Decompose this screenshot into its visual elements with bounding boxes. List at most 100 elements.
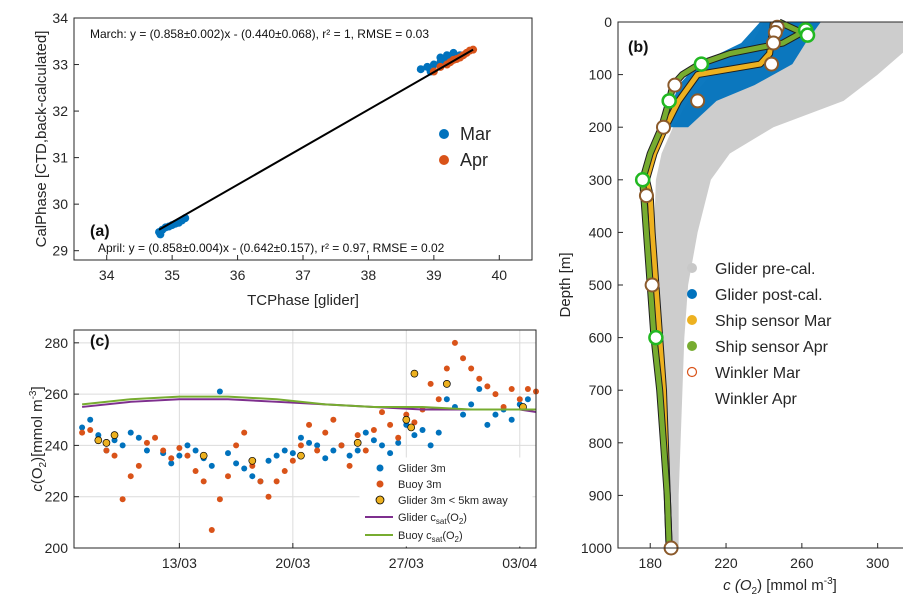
panel-c-point-series0-38: [395, 439, 402, 446]
panel-c-point-series0-11: [176, 452, 183, 459]
panel-a-xtick-label-2: 36: [230, 267, 246, 283]
legend-c-near-label: Glider 3m < 5km away: [398, 495, 508, 507]
panel-a-equation-march: March: y = (0.858±0.002)x - (0.440±0.068…: [90, 27, 429, 41]
panel-c-point-series1-38: [387, 421, 394, 428]
panel-b-winkler-apr-5: [648, 329, 664, 346]
panel-c-point-series1-9: [152, 434, 159, 441]
legend-c-glider-csat-4: 2: [459, 517, 464, 526]
panel-b: 0 100 200 300 400 500 600 700 800 900 1000 180 220 26…: [557, 14, 903, 597]
panel-c-point-series0-6: [127, 429, 134, 436]
panel-a-xtick-label-6: 40: [491, 267, 507, 283]
panel-c-point-series0-36: [379, 442, 385, 449]
panel-c-point-series1-21: [249, 462, 256, 469]
panel-c-point-series0-7: [135, 434, 142, 441]
panel-c-point-series1-45: [443, 365, 450, 372]
legend-b-winkler-mar-marker: [686, 366, 698, 378]
panel-c-ylabel-c: c: [29, 484, 46, 492]
panel-b-winkler-mar-2: [765, 35, 781, 51]
panel-c-point-series1-15: [200, 478, 207, 485]
legend-c-buoy-csat-2: sat: [432, 535, 443, 544]
panel-b-winkler-mar-5: [690, 93, 706, 109]
panel-a-point-mar-12: [429, 60, 438, 69]
panel-c-xtick-label-0: 13/03: [162, 555, 197, 571]
panel-c-point-series0-40: [411, 432, 418, 439]
legend-c-box: [359, 457, 533, 547]
panel-c-point-series1-34: [354, 432, 361, 439]
panel-b-ytick-label-8: 800: [589, 435, 613, 451]
panel-c-point-series0-12: [184, 442, 191, 449]
panel-a-xtick-label-4: 38: [361, 267, 377, 283]
panel-c-point-series1-28: [306, 421, 313, 428]
panel-b-ticks: 0 100 200 300 400 500 600 700 800 900 1000 180 220 26…: [581, 14, 890, 571]
panel-a-xtick-label-5: 39: [426, 267, 442, 283]
panel-b-ytick-label-9: 900: [589, 487, 613, 503]
panel-c-point-series1-48: [468, 365, 475, 372]
panel-c-point-series1-46: [451, 339, 458, 346]
legend-a-apr-marker: [439, 155, 449, 165]
legend-c-glider-csat-3: (O: [447, 512, 460, 524]
panel-b-xtick-label-2: 260: [790, 555, 814, 571]
legend-b-ship-mar-marker: [687, 315, 697, 325]
panel-c-point-series2-7: [402, 415, 411, 424]
legend-a-apr-label: Apr: [460, 150, 488, 170]
legend-b-winkler-mar-label: Winkler Mar: [715, 365, 801, 382]
panel-c-xtick-label-3: 03/04: [502, 555, 537, 571]
panel-a-point-mar-19: [449, 48, 458, 57]
panel-c-point-series2-3: [199, 451, 208, 460]
legend-c-glider-label: Glider 3m: [398, 463, 446, 475]
panel-b-xlabel-3: ) [mmol m: [757, 577, 824, 594]
panel-c-point-series0-46: [460, 411, 467, 418]
panel-c-point-series1-47: [460, 355, 467, 362]
panel-c-point-series0-50: [492, 411, 499, 418]
panel-c-point-series1-55: [524, 385, 531, 392]
panel-b-xtick-label-0: 180: [639, 555, 663, 571]
panel-b-xlabel-5: ]: [833, 577, 837, 594]
panel-c-point-series0-41: [419, 427, 426, 434]
panel-c-point-series1-18: [225, 473, 231, 480]
panel-c-point-series0-24: [281, 447, 288, 454]
legend-b-precal-label: Glider pre-cal.: [715, 261, 815, 278]
panel-b-ytick-label-0: 0: [604, 14, 612, 30]
panel-c-point-series2-6: [353, 438, 362, 447]
panel-c-point-series1-10: [160, 447, 167, 454]
panel-b-ytick-label-10: 1000: [581, 540, 612, 556]
panel-c-point-series1-24: [273, 478, 280, 485]
panel-c-point-series0-13: [192, 447, 199, 454]
panel-c-point-series0-26: [297, 434, 304, 441]
legend-c-glider-marker: [376, 464, 384, 472]
panel-c-point-series1-29: [314, 447, 321, 454]
panel-c-point-series0-15: [208, 462, 215, 469]
panel-c-axes-box: [73, 329, 537, 549]
panel-c-point-series0-29: [322, 455, 329, 462]
panel-a-ytick-label-3: 32: [52, 103, 68, 119]
panel-c-point-series1-43: [427, 380, 434, 387]
panel-c-point-series0-54: [524, 396, 531, 403]
panel-c-point-series1-25: [281, 468, 288, 475]
panel-c-point-series0-48: [476, 385, 483, 392]
panel-c-point-series0-23: [273, 452, 280, 459]
panel-c-ylabel-sub: 2: [38, 461, 49, 467]
panel-c-ticks: 200 220 240 260 280 13/03 20/03 27/03 03/04: [45, 335, 538, 571]
legend-c-buoy-marker: [376, 480, 384, 488]
legend-c-buoy-csat-5: ): [459, 530, 463, 542]
panel-c-point-series1-49: [476, 375, 483, 382]
panel-c-point-series0-27: [306, 439, 313, 446]
panel-b-winkler-apr-2: [693, 56, 710, 72]
panel-c-point-series2-2: [110, 431, 119, 440]
panel-c-ytick-label-0: 200: [45, 540, 69, 556]
panel-c-point-series1-22: [257, 478, 264, 485]
panel-b-ylabel: Depth [m]: [557, 252, 574, 317]
panel-c-point-series1-53: [508, 385, 515, 392]
panel-c-point-series0-35: [370, 437, 377, 444]
panel-c-label: (c): [90, 333, 110, 350]
legend-c-buoy-csat-3: (O: [442, 530, 455, 542]
panel-b-ytick-label-7: 700: [589, 382, 613, 398]
panel-c-point-series1-6: [127, 473, 134, 480]
panel-c-point-series0-30: [330, 447, 337, 454]
panel-c-point-series0-4: [111, 437, 118, 444]
panel-b-band-series0: [654, 22, 903, 548]
panel-c-point-series0-28: [314, 442, 321, 449]
panel-c-ytick-label-4: 280: [45, 335, 69, 351]
panel-c-point-series2-4: [248, 456, 257, 465]
